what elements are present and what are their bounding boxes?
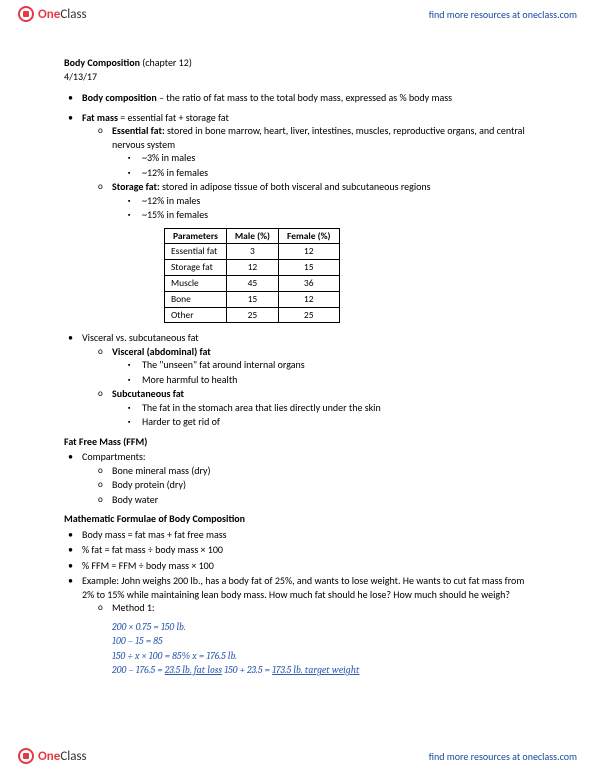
brand: OneClass [18, 6, 87, 22]
list-item: Body water [112, 493, 531, 507]
col-header: Female (%) [278, 228, 339, 244]
section-heading: Fat Free Mass (FFM) [64, 435, 531, 449]
list-item: % FFM = FFM ÷ body mass × 100 [82, 559, 531, 573]
list-item: Compartments: Bone mineral mass (dry) Bo… [82, 450, 531, 506]
list-item: ~12% in males [142, 194, 531, 208]
list-item: Bone mineral mass (dry) [112, 464, 531, 478]
list-item: Example: John weighs 200 lb., has a body… [82, 574, 531, 615]
list-item: ~3% in males [142, 151, 531, 165]
page-footer: OneClass find more resources at oneclass… [0, 742, 595, 770]
table-row: Parameters Male (%) Female (%) [165, 228, 340, 244]
list-item: The fat in the stomach area that lies di… [142, 401, 531, 415]
date: 4/13/17 [64, 70, 531, 84]
resources-link[interactable]: find more resources at oneclass.com [429, 750, 577, 763]
calc-line: 200 − 176.5 = 23.5 lb. fat loss 150 + 23… [64, 664, 531, 678]
page-title: Body Composition (chapter 12) [64, 56, 531, 70]
resources-link[interactable]: find more resources at oneclass.com [429, 8, 577, 21]
section-heading: Mathematic Formulae of Body Composition [64, 512, 531, 526]
brand-text: OneClass [38, 7, 87, 22]
brand: OneClass [18, 748, 87, 764]
list-item: Visceral (abdominal) fat The "unseen" fa… [112, 345, 531, 387]
list-item: ~15% in females [142, 208, 531, 222]
list-item: Essential fat: stored in bone marrow, he… [112, 124, 531, 179]
list-item: The "unseen" fat around internal organs [142, 358, 531, 372]
table-row: Bone1512 [165, 291, 340, 307]
list-item: Storage fat: stored in adipose tissue of… [112, 180, 531, 222]
table-row: Storage fat1215 [165, 260, 340, 276]
col-header: Male (%) [226, 228, 278, 244]
list-item: Fat mass = essential fat + storage fat E… [82, 111, 531, 222]
list-item: ~12% in females [142, 166, 531, 180]
table-row: Other2525 [165, 307, 340, 323]
list-item: Harder to get rid of [142, 415, 531, 429]
calc-line: 150 ÷ x × 100 = 85% x = 176.5 lb. [64, 650, 531, 664]
table-row: Muscle4536 [165, 275, 340, 291]
page-header: OneClass find more resources at oneclass… [0, 0, 595, 28]
document-body: Body Composition (chapter 12) 4/13/17 Bo… [64, 56, 531, 679]
list-item: More harmful to health [142, 373, 531, 387]
brand-text: OneClass [38, 749, 87, 764]
list-item: Method 1: [112, 601, 531, 615]
table-row: Essential fat312 [165, 244, 340, 260]
calc-line: 100 − 15 = 85 [64, 635, 531, 649]
brand-logo-icon [18, 748, 34, 764]
composition-table: Parameters Male (%) Female (%) Essential… [164, 228, 340, 324]
brand-logo-icon [18, 6, 34, 22]
list-item: % fat = fat mass ÷ body mass × 100 [82, 543, 531, 557]
list-item: Body mass = fat mas + fat free mass [82, 528, 531, 542]
list-item: Visceral vs. subcutaneous fat Visceral (… [82, 331, 531, 429]
col-header: Parameters [165, 228, 227, 244]
list-item: Body composition – the ratio of fat mass… [82, 91, 531, 105]
list-item: Subcutaneous fat The fat in the stomach … [112, 387, 531, 429]
list-item: Body protein (dry) [112, 478, 531, 492]
calc-line: 200 × 0.75 = 150 lb. [64, 621, 531, 635]
